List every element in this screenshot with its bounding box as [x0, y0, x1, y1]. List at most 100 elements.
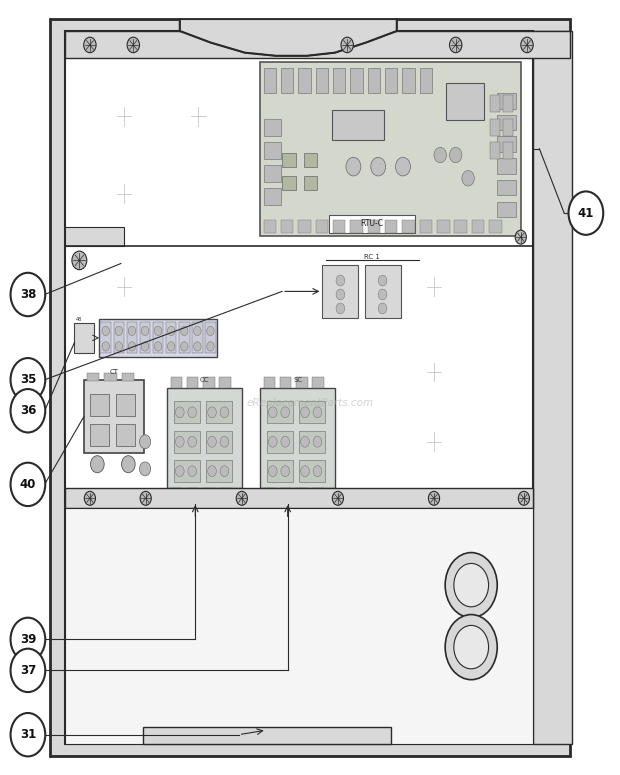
Circle shape	[208, 466, 216, 477]
FancyBboxPatch shape	[153, 322, 164, 353]
Text: CC: CC	[200, 377, 210, 383]
FancyBboxPatch shape	[264, 188, 281, 205]
Circle shape	[193, 326, 201, 336]
Circle shape	[141, 342, 149, 351]
Text: 39: 39	[20, 633, 36, 646]
FancyBboxPatch shape	[420, 68, 432, 93]
Text: RC 1: RC 1	[364, 253, 380, 260]
FancyBboxPatch shape	[264, 377, 275, 388]
FancyBboxPatch shape	[174, 431, 200, 453]
Circle shape	[336, 303, 345, 314]
FancyBboxPatch shape	[187, 488, 198, 502]
FancyBboxPatch shape	[490, 119, 500, 136]
Text: CT: CT	[110, 369, 118, 375]
Circle shape	[341, 37, 353, 53]
FancyBboxPatch shape	[316, 220, 328, 232]
FancyBboxPatch shape	[322, 265, 358, 318]
FancyBboxPatch shape	[304, 153, 317, 167]
Circle shape	[11, 713, 45, 756]
Circle shape	[220, 466, 229, 477]
Circle shape	[206, 342, 214, 351]
Circle shape	[281, 436, 290, 447]
FancyBboxPatch shape	[296, 488, 308, 502]
Circle shape	[301, 466, 309, 477]
FancyBboxPatch shape	[203, 377, 215, 388]
FancyBboxPatch shape	[368, 68, 380, 93]
Circle shape	[11, 649, 45, 692]
FancyBboxPatch shape	[171, 377, 182, 388]
FancyBboxPatch shape	[298, 68, 311, 93]
Circle shape	[336, 275, 345, 286]
FancyBboxPatch shape	[264, 142, 281, 159]
Circle shape	[11, 463, 45, 506]
FancyBboxPatch shape	[264, 488, 275, 502]
Circle shape	[180, 342, 188, 351]
Circle shape	[180, 326, 188, 336]
Circle shape	[569, 191, 603, 235]
Circle shape	[445, 553, 497, 618]
Circle shape	[167, 342, 175, 351]
FancyBboxPatch shape	[329, 215, 415, 232]
FancyBboxPatch shape	[280, 377, 291, 388]
FancyBboxPatch shape	[299, 431, 325, 453]
FancyBboxPatch shape	[116, 394, 135, 416]
FancyBboxPatch shape	[497, 180, 516, 195]
FancyBboxPatch shape	[171, 488, 182, 502]
FancyBboxPatch shape	[298, 220, 311, 232]
Circle shape	[281, 407, 290, 418]
Circle shape	[175, 466, 184, 477]
FancyBboxPatch shape	[84, 380, 144, 453]
Circle shape	[193, 342, 201, 351]
Circle shape	[268, 466, 277, 477]
Circle shape	[11, 273, 45, 316]
FancyBboxPatch shape	[90, 394, 108, 416]
FancyBboxPatch shape	[267, 460, 293, 482]
FancyBboxPatch shape	[296, 377, 308, 388]
Circle shape	[301, 407, 309, 418]
FancyBboxPatch shape	[205, 322, 216, 353]
Circle shape	[378, 289, 387, 300]
Circle shape	[188, 407, 197, 418]
Circle shape	[122, 456, 135, 473]
Circle shape	[462, 170, 474, 186]
FancyBboxPatch shape	[299, 401, 325, 423]
FancyBboxPatch shape	[472, 220, 484, 232]
FancyBboxPatch shape	[264, 220, 276, 232]
FancyBboxPatch shape	[299, 460, 325, 482]
FancyBboxPatch shape	[65, 488, 533, 508]
FancyBboxPatch shape	[454, 220, 467, 232]
Text: SC: SC	[293, 377, 302, 383]
FancyBboxPatch shape	[179, 322, 190, 353]
FancyBboxPatch shape	[166, 322, 177, 353]
Text: 48: 48	[76, 317, 82, 322]
FancyBboxPatch shape	[350, 220, 363, 232]
Circle shape	[141, 326, 149, 336]
Circle shape	[154, 342, 162, 351]
FancyBboxPatch shape	[385, 220, 397, 232]
Circle shape	[454, 563, 489, 607]
FancyBboxPatch shape	[350, 68, 363, 93]
FancyBboxPatch shape	[490, 95, 500, 112]
FancyBboxPatch shape	[99, 319, 217, 356]
FancyBboxPatch shape	[50, 19, 570, 756]
Circle shape	[396, 157, 410, 176]
Circle shape	[208, 436, 216, 447]
FancyBboxPatch shape	[122, 373, 134, 381]
FancyBboxPatch shape	[87, 373, 99, 381]
FancyBboxPatch shape	[316, 68, 328, 93]
Circle shape	[220, 407, 229, 418]
FancyBboxPatch shape	[304, 176, 317, 190]
FancyBboxPatch shape	[260, 62, 521, 236]
FancyBboxPatch shape	[332, 110, 384, 140]
Circle shape	[236, 491, 247, 505]
Circle shape	[378, 275, 387, 286]
FancyBboxPatch shape	[74, 323, 94, 353]
Circle shape	[154, 326, 162, 336]
Circle shape	[206, 326, 214, 336]
FancyBboxPatch shape	[497, 202, 516, 217]
Circle shape	[313, 466, 322, 477]
Circle shape	[208, 407, 216, 418]
FancyBboxPatch shape	[497, 115, 516, 130]
Text: 40: 40	[20, 478, 36, 491]
Text: RTU-C: RTU-C	[360, 219, 384, 229]
